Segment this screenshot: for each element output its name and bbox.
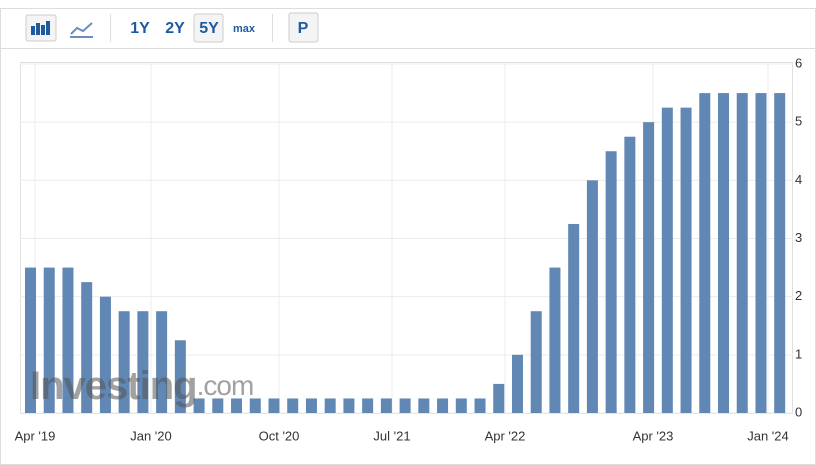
bar xyxy=(118,311,130,413)
bar xyxy=(549,267,561,413)
line-chart-button[interactable] xyxy=(70,22,93,38)
y-tick-label: 4 xyxy=(795,172,802,187)
bar xyxy=(343,398,355,413)
bar xyxy=(324,398,336,413)
bar xyxy=(25,267,36,413)
bar xyxy=(249,398,261,413)
y-tick-label: 5 xyxy=(795,114,802,129)
range-button[interactable]: 5Y xyxy=(199,20,219,37)
bar xyxy=(174,340,186,413)
bar xyxy=(156,311,168,413)
bar xyxy=(380,398,392,413)
bar xyxy=(231,398,243,413)
range-button[interactable]: 1Y xyxy=(130,20,150,37)
bar xyxy=(586,180,598,413)
bar xyxy=(418,398,430,413)
y-tick-label: 0 xyxy=(795,404,802,419)
bar xyxy=(137,311,149,413)
bar xyxy=(437,398,449,413)
selected-button-bg xyxy=(193,13,224,43)
bar xyxy=(193,398,205,413)
bar xyxy=(568,223,580,413)
bar xyxy=(530,311,542,413)
bar xyxy=(362,398,374,413)
bar xyxy=(43,267,55,413)
x-tick-label: Jan '20 xyxy=(130,428,172,443)
bar xyxy=(680,107,692,413)
bar xyxy=(474,398,486,413)
widget-frame xyxy=(0,8,816,465)
y-tick-label: 2 xyxy=(795,288,802,303)
bar xyxy=(212,398,224,413)
bar xyxy=(511,354,523,413)
bar xyxy=(755,93,767,413)
y-tick-label: 1 xyxy=(795,346,802,361)
watermark: Investing.com xyxy=(30,364,253,408)
bar xyxy=(736,93,748,413)
watermark-suffix: .com xyxy=(197,370,254,401)
range-button[interactable]: 2Y xyxy=(165,20,185,37)
bar xyxy=(62,267,74,413)
bar-chart-button[interactable] xyxy=(25,14,57,42)
bar xyxy=(305,398,317,413)
watermark-main: Investing xyxy=(30,364,197,408)
x-tick-label: Apr '19 xyxy=(15,428,56,443)
bar xyxy=(661,107,673,413)
bar xyxy=(605,151,617,413)
bar xyxy=(718,93,730,413)
p-button-bg xyxy=(288,12,319,43)
bar xyxy=(399,398,411,413)
x-tick-label: Apr '22 xyxy=(485,428,526,443)
bar xyxy=(81,282,93,413)
bar xyxy=(699,93,711,413)
bar xyxy=(455,398,467,413)
range-button[interactable]: max xyxy=(233,23,256,35)
bar xyxy=(624,136,636,414)
x-tick-label: Jul '21 xyxy=(373,428,410,443)
bar xyxy=(643,122,655,414)
bar xyxy=(774,93,786,413)
y-tick-label: 6 xyxy=(795,55,802,70)
bar xyxy=(287,398,299,413)
bar xyxy=(99,296,111,413)
range-button[interactable]: P xyxy=(298,20,309,37)
x-tick-label: Oct '20 xyxy=(259,428,300,443)
bar xyxy=(268,398,280,413)
y-tick-label: 3 xyxy=(795,230,802,245)
x-tick-label: Apr '23 xyxy=(633,428,674,443)
x-tick-label: Jan '24 xyxy=(747,428,789,443)
bar xyxy=(493,383,505,413)
